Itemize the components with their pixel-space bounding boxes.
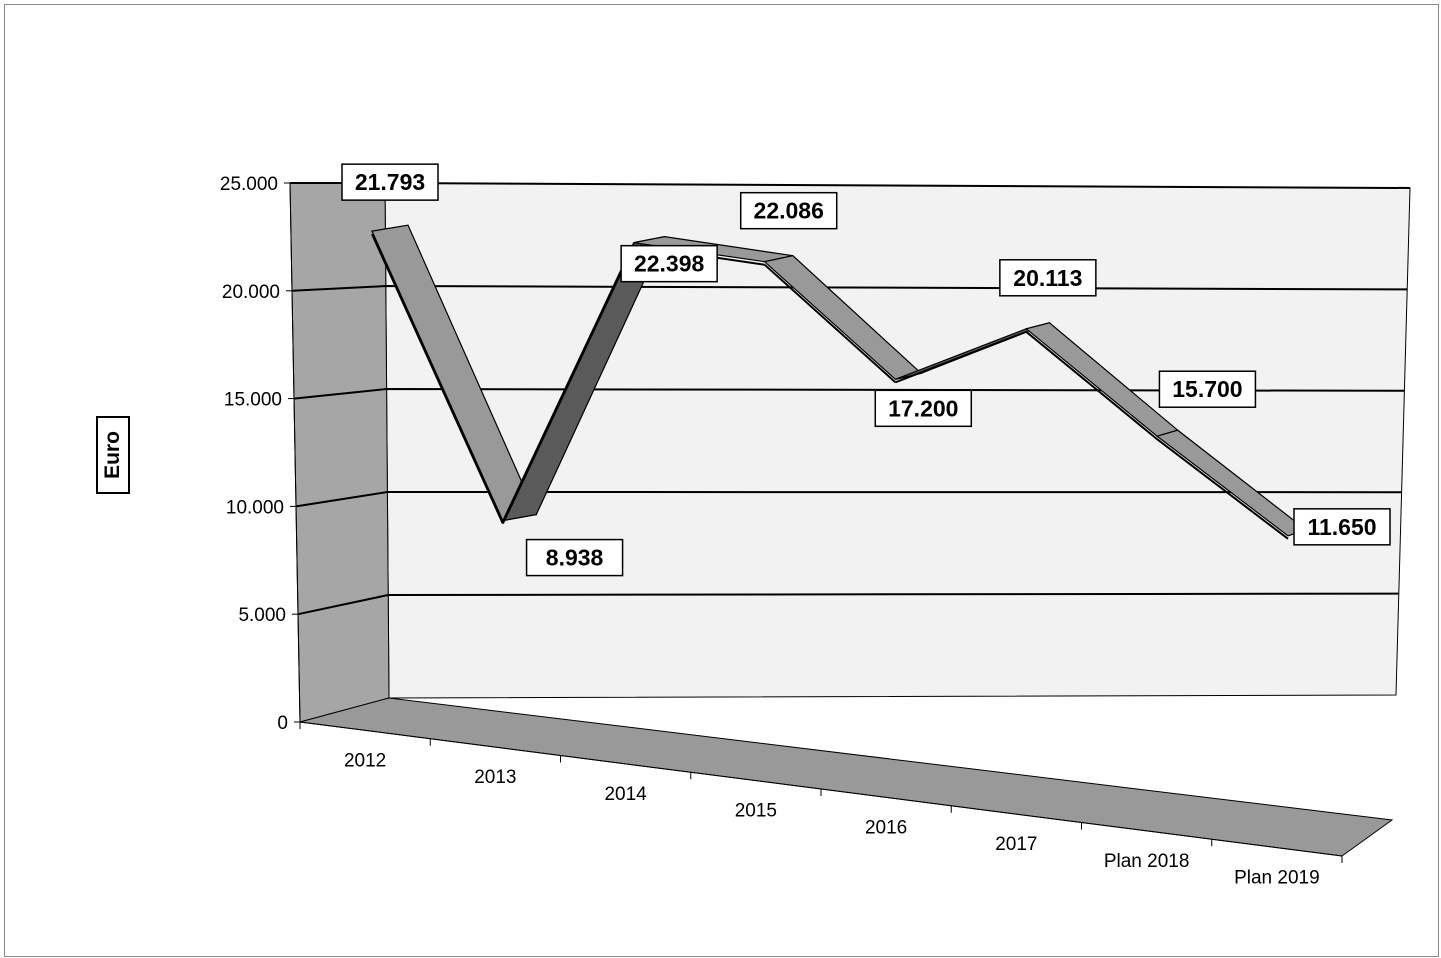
svg-text:8.938: 8.938 [546,545,604,571]
x-tick-label: Plan 2018 [1104,851,1190,872]
y-axis-title: Euro [101,431,124,479]
ribbon-edge [371,233,504,524]
y-tick-label: 5.000 [238,605,286,626]
y-tick-label: 0 [277,713,288,734]
y-axis-line [289,182,301,723]
ribbon-edge [501,245,635,525]
x-tick-label: Plan 2019 [1234,868,1320,889]
svg-text:17.200: 17.200 [888,395,958,421]
x-axis: 2012 2013 2014 2015 2016 2017 Plan 2018 Plan 20… [299,721,1343,889]
y-tick-label: 20.000 [222,282,280,303]
data-label: 22.086 [739,191,838,230]
svg-text:21.793: 21.793 [355,169,425,195]
svg-text:15.700: 15.700 [1172,376,1242,402]
x-tick-label: 2013 [474,767,516,788]
svg-text:20.113: 20.113 [1013,265,1082,291]
side-wall [289,182,390,723]
svg-text:22.086: 22.086 [754,198,824,224]
chart-frame [4,4,1439,957]
x-tick-label: 2014 [604,784,647,805]
y-axis-title-box: Euro [96,416,130,494]
svg-text:22.398: 22.398 [634,251,705,277]
x-tick-label: 2015 [735,801,777,822]
ribbon-edge [895,330,1027,384]
x-tick-label: 2017 [995,834,1037,855]
gridline [297,592,1399,616]
ribbon-edge [1025,331,1158,440]
gridline [295,490,1402,508]
back-wall [384,182,1411,699]
y-axis: 0 5.000 10.000 15.000 20.000 25.000 [220,174,301,734]
y-tick-label: 25.000 [220,174,278,195]
data-label: 11.650 [1293,508,1391,546]
y-tick-label: 15.000 [224,390,282,411]
svg-text:11.650: 11.650 [1307,514,1376,540]
data-label: 21.793 [341,163,439,201]
ribbon-edge [1156,438,1289,540]
floor [299,697,1394,857]
x-tick-label: 2016 [865,817,907,838]
y-tick-label: 10.000 [226,497,284,518]
ribbon-edge [763,263,897,384]
x-tick-label: 2012 [344,750,386,771]
data-label: 20.113 [999,259,1097,297]
gridline [293,387,1405,400]
data-label: 8.938 [525,538,624,577]
data-label: 22.398 [620,244,718,283]
data-labels: 21.793 8.938 22.398 22.086 17.200 20.113 15.70… [341,163,1391,577]
data-label: 17.200 [874,389,973,428]
data-label: 15.700 [1158,370,1257,408]
